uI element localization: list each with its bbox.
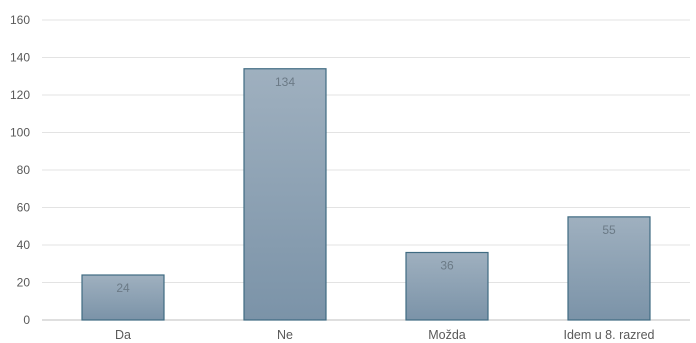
y-tick-label: 0 <box>23 313 30 327</box>
data-label: 55 <box>602 223 616 237</box>
x-tick-label: Da <box>115 328 131 342</box>
data-labels: 24 134 36 55 <box>116 75 616 295</box>
bar-4 <box>567 216 651 321</box>
x-axis: Da Ne Možda Idem u 8. razred <box>115 328 655 342</box>
data-label: 24 <box>116 281 130 295</box>
y-tick-label: 100 <box>10 126 30 140</box>
data-label: 134 <box>275 75 295 89</box>
y-tick-label: 80 <box>17 163 31 177</box>
x-tick-label: Idem u 8. razred <box>563 328 654 342</box>
y-tick-label: 140 <box>10 51 30 65</box>
y-tick-label: 160 <box>10 13 30 27</box>
bar-1 <box>81 274 165 321</box>
y-axis: 0 20 40 60 80 100 120 140 160 <box>10 13 30 327</box>
data-label: 36 <box>440 259 454 273</box>
y-tick-label: 20 <box>17 276 31 290</box>
y-tick-label: 120 <box>10 88 30 102</box>
x-tick-label: Ne <box>277 328 293 342</box>
y-tick-label: 60 <box>17 201 31 215</box>
bar-2 <box>243 68 327 321</box>
bars <box>81 68 651 321</box>
x-tick-label: Možda <box>428 328 466 342</box>
bar-3 <box>405 251 489 321</box>
y-tick-label: 40 <box>17 238 31 252</box>
